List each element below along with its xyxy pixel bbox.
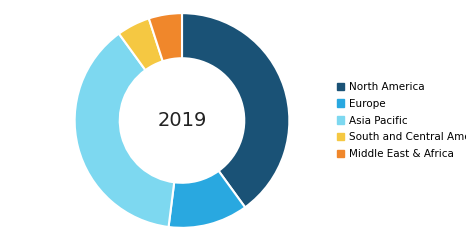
- Wedge shape: [149, 13, 182, 61]
- Wedge shape: [182, 13, 289, 207]
- Wedge shape: [75, 34, 174, 227]
- Wedge shape: [169, 171, 245, 228]
- Legend: North America, Europe, Asia Pacific, South and Central America, Middle East & Af: North America, Europe, Asia Pacific, Sou…: [333, 78, 466, 163]
- Text: 2019: 2019: [158, 111, 207, 130]
- Wedge shape: [119, 18, 163, 70]
